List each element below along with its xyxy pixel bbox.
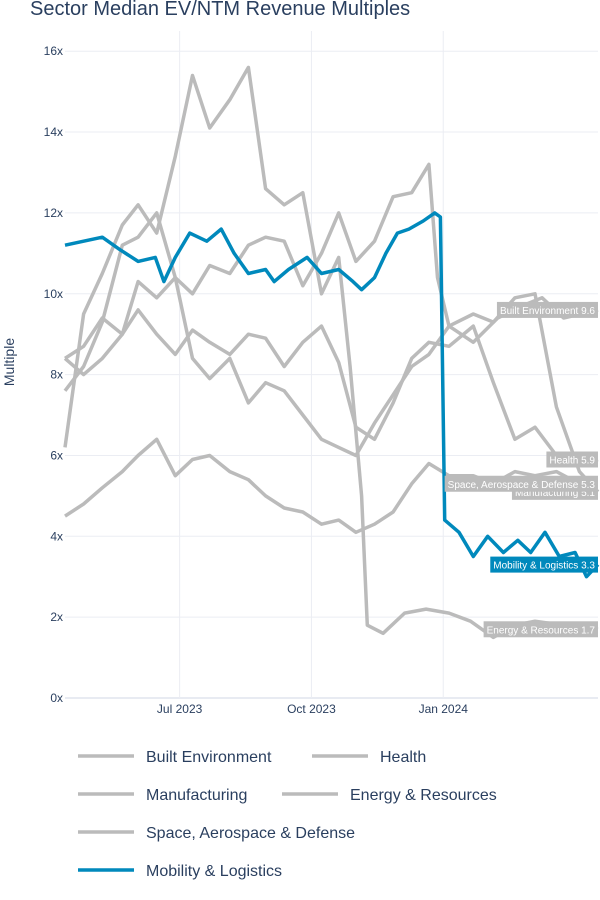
y-tick-label: 6x <box>50 448 63 462</box>
series-line-health <box>63 308 599 466</box>
end-label-text: Manufacturing 5.1 <box>515 488 595 499</box>
legend[interactable]: Built Environment Health Manufacturing Ener… <box>78 749 497 880</box>
chart-title: Sector Median EV/NTM Revenue Multiples <box>30 0 410 20</box>
series-lines <box>63 65 600 640</box>
x-tick-label: Jan 2024 <box>419 702 469 716</box>
y-tick-label: 10x <box>44 287 63 301</box>
end-label-text: Space, Aerospace & Defense 5.3 <box>448 480 596 491</box>
end-label-text: Energy & Resources 1.7 <box>487 625 596 636</box>
y-axis-label: Multiple <box>1 338 17 386</box>
end-label-health: Health 5.9 <box>546 451 598 468</box>
series-line-energy-resources <box>63 65 599 640</box>
legend-item-space-aerospace-defense[interactable]: Space, Aerospace & Defense <box>78 825 355 842</box>
legend-label: Health <box>380 749 426 766</box>
legend-label: Space, Aerospace & Defense <box>146 825 355 842</box>
end-label-text: Health 5.9 <box>549 455 595 466</box>
x-tick-label: Oct 2023 <box>287 702 336 716</box>
end-label-mobility-logistics: Mobility & Logistics 3.3 <box>490 556 598 573</box>
legend-label: Built Environment <box>146 749 272 766</box>
end-label-energy-resources: Energy & Resources 1.7 <box>483 621 598 638</box>
end-label-space-aerospace-defense: Space, Aerospace & Defense 5.3 <box>444 475 598 492</box>
legend-item-built-environment[interactable]: Built Environment <box>78 749 272 766</box>
y-tick-label: 16x <box>44 44 63 58</box>
legend-item-manufacturing[interactable]: Manufacturing <box>78 787 247 804</box>
legend-label: Energy & Resources <box>350 787 497 804</box>
y-axis-ticks: 0x 2x 4x 6x 8x 10x 12x 14x 16x <box>44 44 63 705</box>
series-line-built-environment <box>63 162 599 392</box>
legend-item-energy-resources[interactable]: Energy & Resources <box>282 787 497 804</box>
y-tick-label: 12x <box>44 206 63 220</box>
legend-label: Manufacturing <box>146 787 247 804</box>
legend-label: Mobility & Logistics <box>146 863 282 880</box>
end-label-text: Built Environment 9.6 <box>500 306 595 317</box>
end-labels: Built Environment 9.6 Health 5.9 Manufactu… <box>444 301 598 638</box>
y-tick-label: 4x <box>50 529 63 543</box>
legend-item-mobility-logistics[interactable]: Mobility & Logistics <box>78 863 282 880</box>
series-line-mobility-logistics <box>64 211 600 579</box>
y-tick-label: 8x <box>50 368 63 382</box>
end-label-text: Mobility & Logistics 3.3 <box>493 561 595 572</box>
gridlines <box>65 31 598 699</box>
y-tick-label: 2x <box>50 610 63 624</box>
y-tick-label: 0x <box>50 691 63 705</box>
y-tick-label: 14x <box>44 125 63 139</box>
x-axis-ticks: Jul 2023 Oct 2023 Jan 2024 <box>157 702 468 716</box>
x-tick-label: Jul 2023 <box>157 702 203 716</box>
legend-item-health[interactable]: Health <box>312 749 426 766</box>
end-label-built-environment: Built Environment 9.6 <box>496 301 598 318</box>
